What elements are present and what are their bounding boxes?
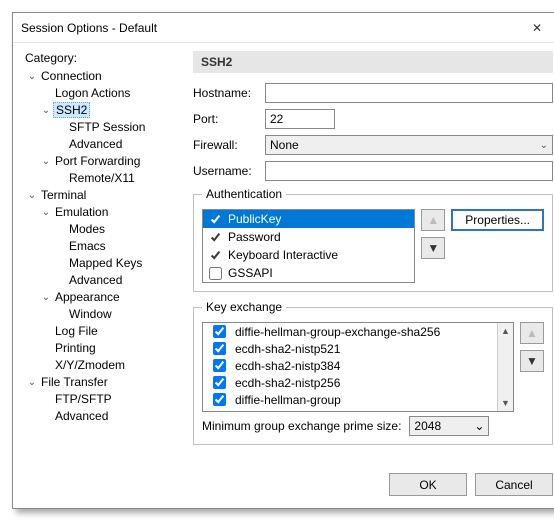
auth-move-up-button[interactable]: ▲: [421, 209, 445, 231]
firewall-label: Firewall:: [193, 138, 259, 152]
properties-button[interactable]: Properties...: [451, 209, 544, 231]
tree-xyzmodem[interactable]: X/Y/Zmodem: [41, 357, 183, 373]
triangle-down-icon: ▼: [526, 354, 538, 368]
hostname-label: Hostname:: [193, 86, 259, 100]
triangle-up-icon: ▲: [427, 213, 439, 227]
auth-item-label: PublicKey: [228, 212, 281, 226]
auth-checkbox[interactable]: [209, 213, 222, 226]
tree-remote-x11[interactable]: Remote/X11: [55, 170, 183, 186]
chevron-down-icon: ⌄: [41, 156, 51, 167]
triangle-down-icon: ▼: [427, 241, 439, 255]
kex-item-label: diffie-hellman-group: [235, 393, 341, 407]
chevron-down-icon: ⌄: [27, 71, 37, 82]
kex-move-down-button[interactable]: ▼: [520, 350, 544, 372]
session-options-dialog: Session Options - Default ✕ Category: ⌄C…: [12, 12, 554, 509]
auth-item-label: GSSAPI: [228, 266, 273, 280]
tree-file-transfer[interactable]: ⌄File Transfer: [27, 374, 183, 390]
tree-ssh2[interactable]: ⌄SSH2: [41, 102, 183, 118]
kex-item-label: ecdh-sha2-nistp521: [235, 342, 340, 356]
hostname-input[interactable]: [265, 83, 553, 103]
kex-item-label: ecdh-sha2-nistp256: [235, 376, 340, 390]
ssh2-panel: SSH2 Hostname: Port: Firewall: None ⌄ Us…: [193, 51, 553, 453]
tree-ftp-sftp[interactable]: FTP/SFTP: [41, 391, 183, 407]
kex-item-label: ecdh-sha2-nistp384: [235, 359, 340, 373]
port-input[interactable]: [265, 109, 335, 129]
dialog-footer: OK Cancel: [13, 465, 554, 508]
kex-item[interactable]: diffie-hellman-group: [203, 391, 513, 408]
username-label: Username:: [193, 164, 259, 178]
tree-modes[interactable]: Modes: [55, 221, 183, 237]
window-title: Session Options - Default: [21, 21, 517, 35]
tree-terminal[interactable]: ⌄Terminal: [27, 187, 183, 203]
min-prime-label: Minimum group exchange prime size:: [202, 419, 401, 433]
tree-appearance[interactable]: ⌄Appearance: [41, 289, 183, 305]
authentication-legend: Authentication: [202, 187, 286, 201]
titlebar: Session Options - Default ✕: [13, 13, 554, 43]
kex-checkbox[interactable]: [213, 325, 226, 338]
auth-item[interactable]: Password: [203, 228, 414, 246]
auth-checkbox[interactable]: [209, 249, 222, 262]
cancel-button[interactable]: Cancel: [475, 473, 553, 496]
auth-item[interactable]: PublicKey: [203, 210, 414, 228]
tree-sftp-session[interactable]: SFTP Session: [55, 119, 183, 135]
chevron-down-icon: ⌄: [41, 292, 51, 303]
port-label: Port:: [193, 112, 259, 126]
tree-mapped-keys[interactable]: Mapped Keys: [55, 255, 183, 271]
tree-emulation[interactable]: ⌄Emulation: [41, 204, 183, 220]
chevron-down-icon: ⌄: [27, 377, 37, 388]
authentication-group: Authentication PublicKey Password Keyboard…: [193, 187, 553, 292]
kex-item[interactable]: diffie-hellman-group-exchange-sha256: [203, 323, 513, 340]
key-exchange-legend: Key exchange: [202, 300, 286, 314]
close-button[interactable]: ✕: [517, 14, 554, 42]
auth-item-label: Password: [228, 230, 281, 244]
chevron-down-icon: ⌄: [41, 207, 51, 218]
close-icon: ✕: [532, 21, 542, 35]
triangle-up-icon: ▲: [526, 326, 538, 340]
chevron-down-icon: ⌄: [540, 140, 548, 151]
kex-checkbox[interactable]: [213, 342, 226, 355]
min-prime-value: 2048: [414, 419, 441, 433]
tree-log-file[interactable]: Log File: [41, 323, 183, 339]
scroll-down-icon[interactable]: ▼: [498, 395, 513, 411]
kex-checkbox[interactable]: [213, 376, 226, 389]
kex-move-up-button[interactable]: ▲: [520, 322, 544, 344]
kex-checkbox[interactable]: [213, 359, 226, 372]
kex-item[interactable]: ecdh-sha2-nistp521: [203, 340, 513, 357]
auth-item[interactable]: GSSAPI: [203, 264, 414, 282]
kex-item[interactable]: ecdh-sha2-nistp384: [203, 357, 513, 374]
auth-move-down-button[interactable]: ▼: [421, 237, 445, 259]
key-exchange-list[interactable]: diffie-hellman-group-exchange-sha256 ecdh…: [202, 322, 514, 412]
tree-connection[interactable]: ⌄Connection: [27, 68, 183, 84]
chevron-down-icon: ⌄: [474, 419, 484, 433]
scroll-up-icon[interactable]: ▲: [498, 323, 513, 339]
authentication-list[interactable]: PublicKey Password Keyboard Interactive GSS…: [202, 209, 415, 283]
auth-item-label: Keyboard Interactive: [228, 248, 338, 262]
tree-emacs[interactable]: Emacs: [55, 238, 183, 254]
tree-emulation-advanced[interactable]: Advanced: [55, 272, 183, 288]
min-prime-select[interactable]: 2048 ⌄: [409, 416, 489, 436]
ok-button[interactable]: OK: [389, 473, 467, 496]
kex-item-label: diffie-hellman-group-exchange-sha256: [235, 325, 440, 339]
scrollbar[interactable]: ▲ ▼: [497, 323, 513, 411]
panel-title: SSH2: [193, 51, 553, 73]
tree-logon-actions[interactable]: Logon Actions: [41, 85, 183, 101]
tree-ft-advanced[interactable]: Advanced: [41, 408, 183, 424]
chevron-down-icon: ⌄: [41, 105, 51, 116]
auth-checkbox[interactable]: [209, 267, 222, 280]
tree-port-forwarding[interactable]: ⌄Port Forwarding: [41, 153, 183, 169]
auth-checkbox[interactable]: [209, 231, 222, 244]
firewall-select[interactable]: None ⌄: [265, 135, 553, 155]
auth-item[interactable]: Keyboard Interactive: [203, 246, 414, 264]
tree-printing[interactable]: Printing: [41, 340, 183, 356]
kex-checkbox[interactable]: [213, 393, 226, 406]
category-tree[interactable]: ⌄Connection Logon Actions ⌄SSH2 SFTP Ses…: [25, 67, 183, 425]
tree-ssh2-advanced[interactable]: Advanced: [55, 136, 183, 152]
kex-item[interactable]: ecdh-sha2-nistp256: [203, 374, 513, 391]
chevron-down-icon: ⌄: [27, 190, 37, 201]
category-label: Category:: [25, 51, 183, 65]
firewall-value: None: [270, 138, 299, 152]
key-exchange-group: Key exchange diffie-hellman-group-exchan…: [193, 300, 553, 445]
username-input[interactable]: [265, 161, 553, 181]
tree-window[interactable]: Window: [55, 306, 183, 322]
